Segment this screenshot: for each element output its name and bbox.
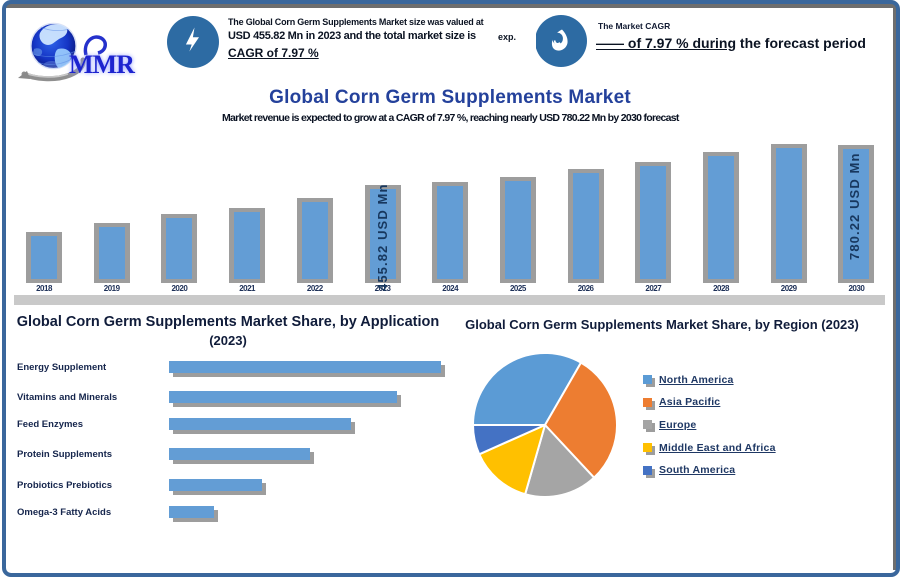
svg-text:MMR: MMR <box>69 50 135 79</box>
